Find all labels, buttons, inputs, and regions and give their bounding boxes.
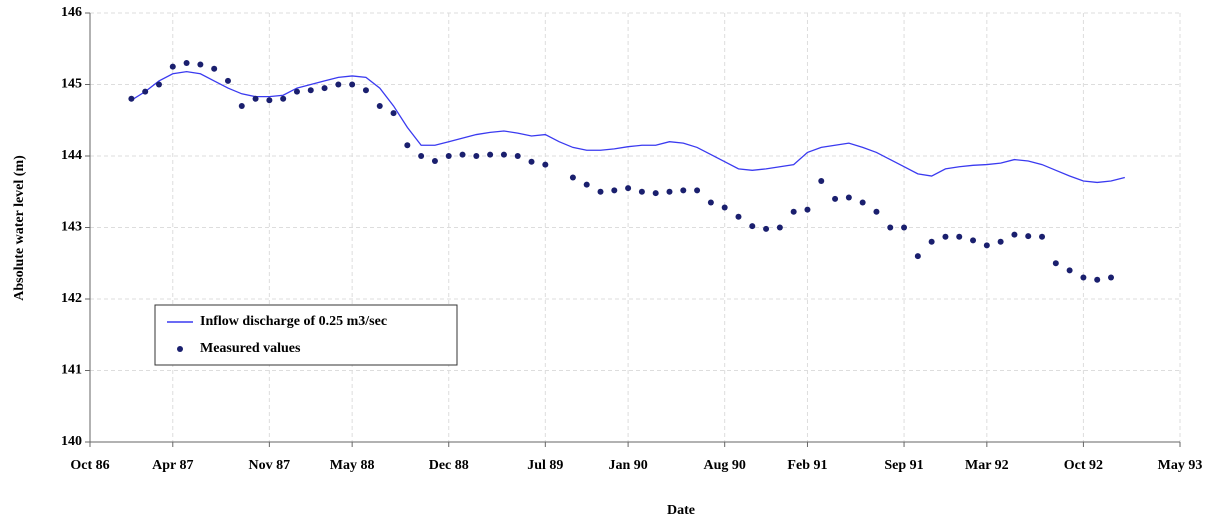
point [804,206,811,213]
x-tick-label: May 88 [330,458,375,473]
x-tick-label: Oct 92 [1064,458,1103,473]
x-tick-label: May 93 [1158,458,1203,473]
point [238,102,245,109]
point [901,224,908,231]
point [1066,267,1073,274]
legend-label: Measured values [200,341,301,356]
y-tick-label: 145 [61,77,82,92]
point [473,153,480,159]
y-axis-label: Absolute water level (m) [12,155,27,301]
point [569,174,576,181]
point [390,110,397,117]
point [211,65,218,72]
point [666,188,673,195]
point [914,253,921,260]
point [721,204,728,211]
x-tick-label: Sep 91 [884,458,923,473]
x-tick-label: Jul 89 [527,458,563,473]
point [514,153,521,159]
point [680,187,687,194]
point [983,242,990,249]
point [625,185,632,192]
point [859,199,866,206]
y-tick-label: 146 [61,5,82,20]
point [583,181,590,188]
point [500,151,507,158]
legend-label: Inflow discharge of 0.25 m3/sec [200,314,387,329]
y-tick-label: 144 [61,148,82,163]
legend-box [154,304,458,366]
point [183,60,190,67]
point [224,77,231,84]
point [1039,233,1046,240]
point [790,208,797,215]
point [942,233,949,240]
point [997,238,1004,245]
point [528,158,535,165]
point [376,102,383,109]
point [776,224,783,231]
x-tick-label: Mar 92 [965,458,1009,473]
point [845,194,852,201]
y-tick-label: 142 [61,291,82,306]
legend-marker [177,346,183,352]
point [142,88,149,95]
point [445,153,452,159]
x-tick-label: Jan 90 [608,458,647,473]
x-tick-label: Aug 90 [703,458,745,473]
y-tick-label: 143 [61,220,82,235]
point [1052,260,1059,267]
point [694,187,701,194]
point [749,223,756,230]
point [349,81,356,88]
point [362,87,369,94]
point [335,81,342,88]
point [280,95,287,102]
point [832,195,839,202]
point [542,161,549,168]
point [197,61,204,68]
x-tick-label: Dec 88 [429,458,469,473]
point [1080,274,1087,281]
x-tick-label: Oct 86 [70,458,109,473]
point [597,188,604,195]
point [707,199,714,206]
y-tick-label: 141 [61,363,82,378]
point [818,178,825,185]
point [252,95,259,102]
y-tick-label: 140 [61,434,82,449]
x-tick-label: Nov 87 [249,458,291,473]
point [873,208,880,215]
point [487,151,494,158]
point [1094,276,1101,283]
point [1025,233,1032,240]
point [266,97,273,104]
point [652,190,659,197]
point [459,151,466,158]
x-tick-label: Feb 91 [787,458,827,473]
point [128,95,135,102]
point [404,142,411,149]
point [321,85,328,92]
point [611,187,618,194]
point [169,63,176,70]
point [431,158,438,165]
point [307,87,314,94]
point [970,237,977,244]
point [887,224,894,231]
point [763,225,770,232]
point [735,213,742,220]
x-tick-label: Apr 87 [152,458,193,473]
point [928,238,935,245]
point [293,88,300,95]
point [638,188,645,195]
line [131,70,1125,184]
point [1011,231,1018,238]
point [155,81,162,88]
x-axis-label: Date [667,503,695,518]
point [956,233,963,240]
point [418,153,425,159]
point [1108,274,1115,281]
